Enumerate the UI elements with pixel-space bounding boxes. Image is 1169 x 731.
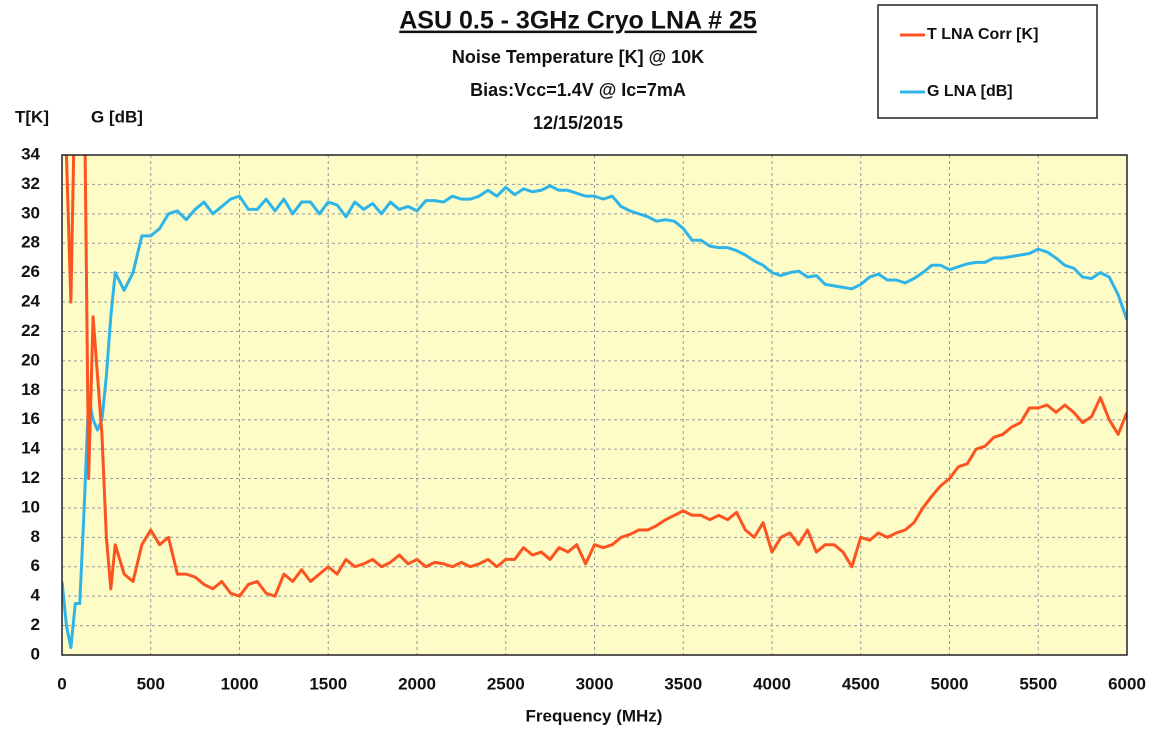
x-tick-label: 3000 (576, 674, 614, 693)
legend-box (877, 4, 1098, 119)
x-tick-label: 4500 (842, 674, 880, 693)
y-tick-label: 30 (21, 203, 40, 222)
y-tick-label: 26 (21, 262, 40, 281)
y-tick-label: 28 (21, 233, 40, 252)
y-tick-label: 6 (31, 556, 40, 575)
legend-label: T LNA Corr [K] (927, 26, 1038, 43)
x-tick-label: 5500 (1019, 674, 1057, 693)
subtitle: Noise Temperature [K] @ 10K (452, 47, 704, 67)
chart-title: ASU 0.5 - 3GHz Cryo LNA # 25 (399, 7, 757, 35)
y-tick-label: 14 (21, 439, 40, 458)
y-tick-label: 22 (21, 321, 40, 340)
y-tick-label: 34 (21, 144, 40, 163)
y-tick-label: 2 (31, 615, 40, 634)
x-tick-label: 2500 (487, 674, 525, 693)
y-tick-label: 18 (21, 380, 40, 399)
subtitle: Bias:Vcc=1.4V @ Ic=7mA (470, 80, 686, 100)
x-tick-label: 3500 (664, 674, 702, 693)
y-tick-label: 24 (21, 292, 40, 311)
x-tick-label: 500 (137, 674, 165, 693)
legend-label: G LNA [dB] (927, 83, 1013, 100)
y-tick-label: 32 (21, 174, 40, 193)
x-tick-label: 2000 (398, 674, 436, 693)
y-tick-label: 12 (21, 468, 40, 487)
x-tick-label: 6000 (1108, 674, 1146, 693)
subtitle: 12/15/2015 (533, 113, 623, 133)
y-axis-label: T[K] (15, 107, 49, 126)
x-tick-label: 1500 (309, 674, 347, 693)
y-tick-label: 20 (21, 350, 40, 369)
x-tick-label: 5000 (931, 674, 969, 693)
plot-border (61, 154, 1128, 656)
y-tick-label: 4 (31, 586, 41, 605)
x-tick-label: 1000 (221, 674, 259, 693)
y-tick-label: 0 (31, 644, 40, 663)
x-tick-label: 0 (57, 674, 66, 693)
y-tick-label: 16 (21, 409, 40, 428)
y-axis-label: G [dB] (91, 107, 143, 126)
y-tick-label: 8 (31, 527, 40, 546)
x-tick-label: 4000 (753, 674, 791, 693)
data-line (64, 155, 1127, 598)
x-axis-label: Frequency (MHz) (526, 706, 663, 725)
data-line (62, 184, 1127, 650)
y-tick-label: 10 (21, 497, 40, 516)
